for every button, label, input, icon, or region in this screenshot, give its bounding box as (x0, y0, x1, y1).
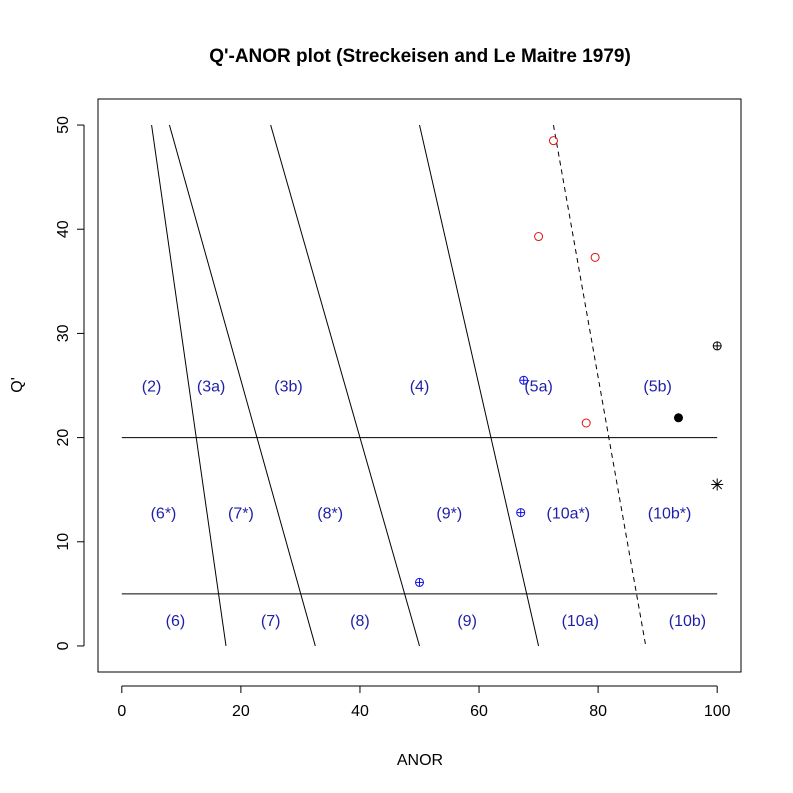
y-tick-label-4: 40 (55, 220, 72, 238)
boundary-line-2 (270, 124, 420, 647)
field-label-16: (10a) (562, 613, 599, 630)
data-point-s1-2 (415, 577, 424, 587)
chart-title: Q'-ANOR plot (Streckeisen and Le Maitre … (209, 46, 631, 67)
field-label-7: (7*) (228, 506, 254, 523)
x-tick-label-3: 60 (470, 703, 488, 720)
data-points (415, 136, 724, 587)
data-point-s1-1 (516, 508, 526, 518)
data-point-s0-3 (581, 418, 591, 428)
field-label-13: (7) (261, 613, 281, 630)
field-label-4: (5a) (524, 379, 552, 396)
data-point-s2-0 (712, 341, 722, 351)
field-label-14: (8) (350, 613, 370, 630)
y-tick-label-3: 30 (55, 324, 72, 342)
data-point-s3-0 (673, 413, 683, 423)
field-label-0: (2) (142, 379, 162, 396)
y-tick-label-0: 0 (55, 641, 72, 650)
field-boundaries (121, 124, 718, 647)
boundary-line-0 (151, 124, 227, 647)
field-label-5: (5b) (643, 379, 671, 396)
field-label-8: (8*) (317, 506, 343, 523)
y-tick-label-1: 10 (55, 533, 72, 551)
data-point-s1-0 (519, 375, 529, 385)
y-tick-label-5: 50 (55, 116, 72, 134)
x-tick-label-5: 100 (704, 703, 731, 720)
plot-frame (97, 98, 742, 673)
field-label-1: (3a) (197, 379, 225, 396)
field-label-11: (10b*) (648, 506, 692, 523)
field-label-3: (4) (410, 379, 430, 396)
field-label-12: (6) (166, 613, 186, 630)
field-label-17: (10b) (669, 613, 706, 630)
boundary-line-3 (419, 124, 540, 647)
boundary-line-1 (168, 124, 316, 647)
field-label-15: (9) (457, 613, 477, 630)
x-axis-label: ANOR (397, 752, 443, 769)
data-point-s0-1 (534, 232, 544, 242)
field-label-9: (9*) (436, 506, 462, 523)
field-label-10: (10a*) (547, 506, 591, 523)
y-tick-label-2: 20 (55, 429, 72, 447)
boundary-line-4 (552, 124, 647, 647)
y-axis-label: Q' (9, 377, 26, 393)
x-tick-label-1: 20 (232, 703, 250, 720)
y-axis: 0 10 20 30 40 50 (55, 116, 85, 650)
x-axis: 0 20 40 60 80 100 (117, 685, 731, 720)
data-point-s4-0 (711, 478, 724, 491)
x-tick-label-2: 40 (351, 703, 369, 720)
field-label-2: (3b) (274, 379, 302, 396)
x-tick-label-0: 0 (117, 703, 126, 720)
x-tick-label-4: 80 (589, 703, 607, 720)
field-labels: (2) (3a) (3b) (4) (5a) (5b) (6*) (7*) (8*) (9*) (1… (142, 379, 706, 630)
field-label-6: (6*) (151, 506, 177, 523)
data-point-s0-0 (548, 136, 558, 146)
data-point-s0-2 (590, 252, 600, 262)
